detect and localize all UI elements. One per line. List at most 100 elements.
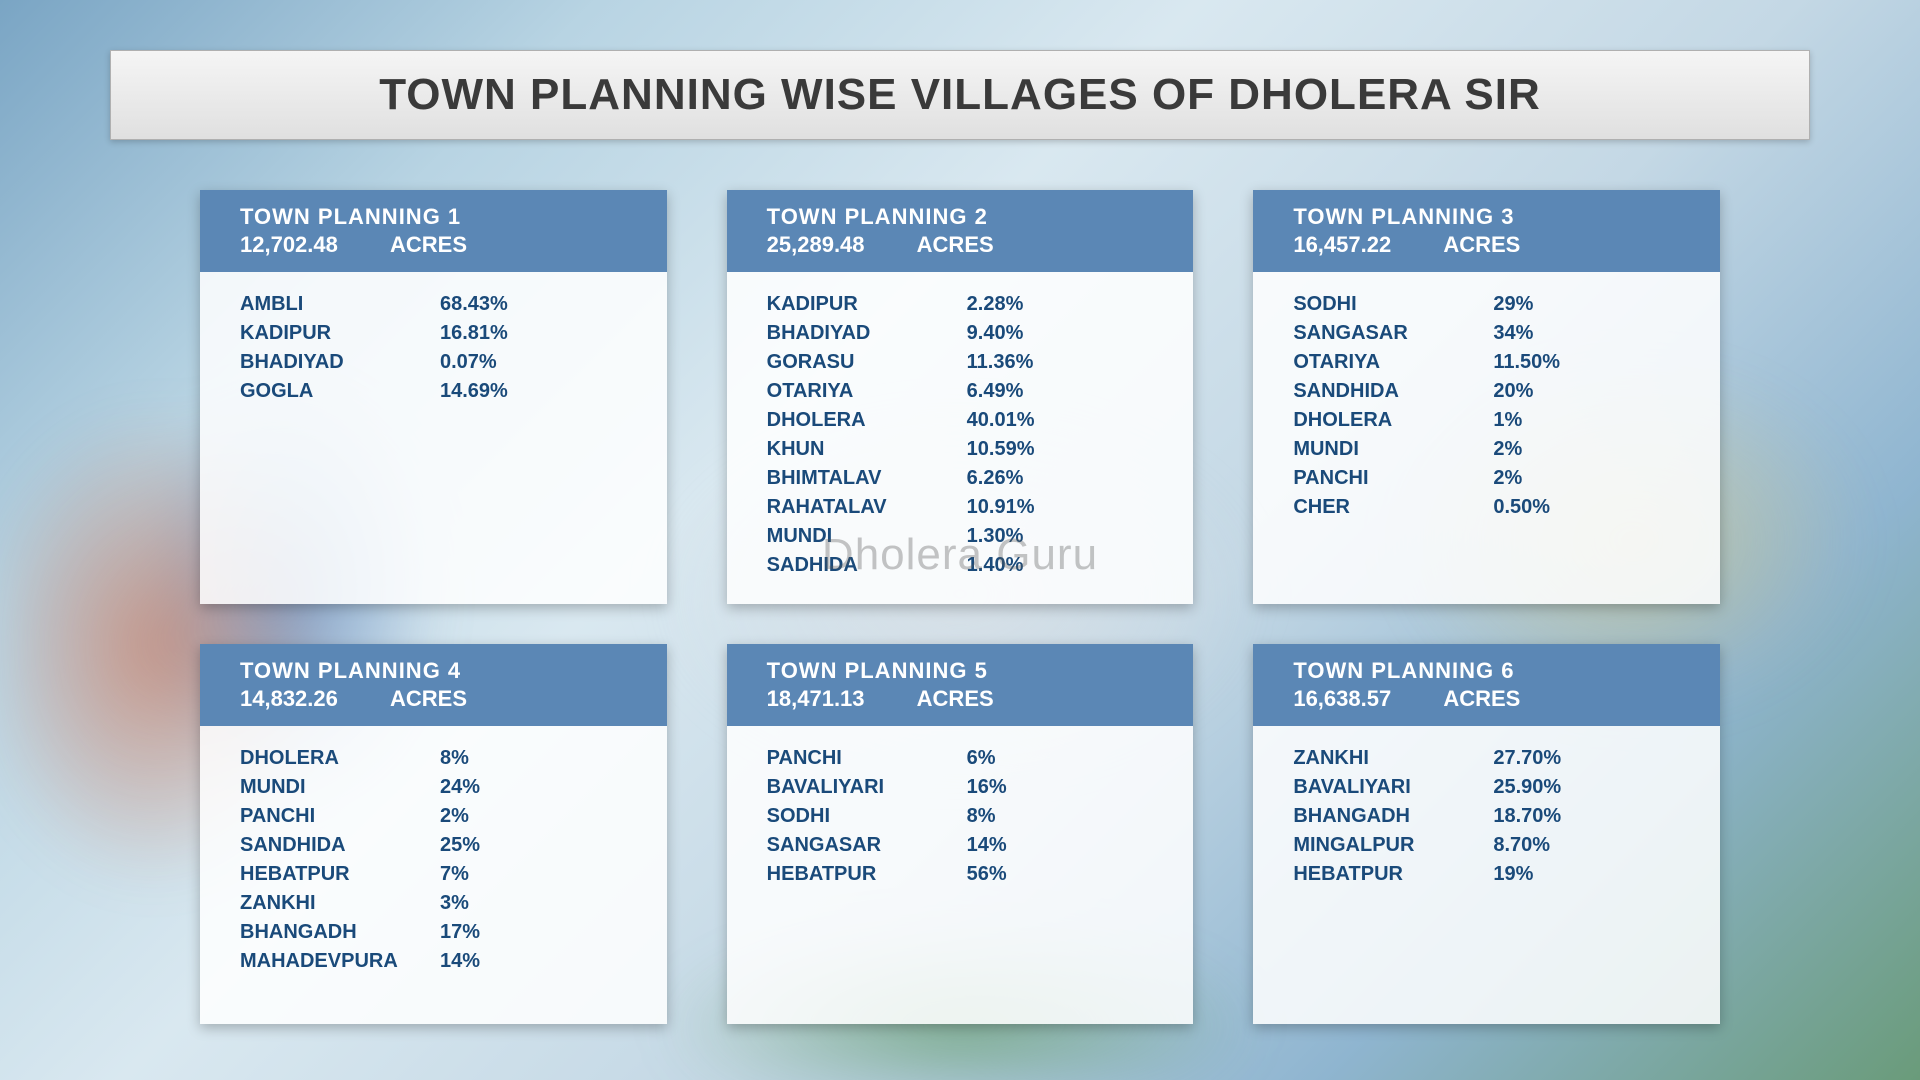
village-pct: 29% <box>1493 293 1533 316</box>
card-body: DHOLERA8%MUNDI24%PANCHI2%SANDHIDA25%HEBA… <box>200 726 667 1000</box>
village-name: SANGASAR <box>767 834 967 857</box>
village-row: BHIMTALAV6.26% <box>767 464 1154 493</box>
village-pct: 16% <box>967 776 1007 799</box>
village-name: DHOLERA <box>1293 409 1493 432</box>
village-pct: 17% <box>440 921 480 944</box>
village-pct: 2% <box>1493 467 1522 490</box>
village-pct: 1% <box>1493 409 1522 432</box>
village-name: MUNDI <box>767 525 967 548</box>
village-pct: 68.43% <box>440 293 508 316</box>
village-pct: 2.28% <box>967 293 1024 316</box>
card-header: TOWN PLANNING 112,702.48ACRES <box>200 190 667 272</box>
village-row: PANCHI2% <box>240 802 627 831</box>
village-name: ZANKHI <box>1293 747 1493 770</box>
village-name: KADIPUR <box>240 322 440 345</box>
page-title: TOWN PLANNING WISE VILLAGES OF DHOLERA S… <box>379 70 1541 120</box>
village-name: KHUN <box>767 438 967 461</box>
tp-card: TOWN PLANNING 414,832.26ACRES DHOLERA8%MU… <box>200 644 667 1024</box>
village-name: DHOLERA <box>767 409 967 432</box>
card-header: TOWN PLANNING 316,457.22ACRES <box>1253 190 1720 272</box>
acres-label: ACRES <box>917 232 994 257</box>
village-row: ZANKHI27.70% <box>1293 744 1680 773</box>
card-body: KADIPUR2.28%BHADIYAD9.40%GORASU11.36%OTA… <box>727 272 1194 604</box>
title-bar: TOWN PLANNING WISE VILLAGES OF DHOLERA S… <box>110 50 1810 140</box>
village-pct: 8.70% <box>1493 834 1550 857</box>
tp-card: TOWN PLANNING 112,702.48ACRES AMBLI68.43%… <box>200 190 667 604</box>
card-body: SODHI29%SANGASAR34%OTARIYA11.50%SANDHIDA… <box>1253 272 1720 546</box>
card-subtitle: 16,638.57ACRES <box>1293 686 1680 712</box>
village-pct: 25.90% <box>1493 776 1561 799</box>
village-row: MUNDI1.30% <box>767 522 1154 551</box>
village-row: BHADIYAD0.07% <box>240 348 627 377</box>
village-row: SANDHIDA25% <box>240 831 627 860</box>
village-row: BHADIYAD9.40% <box>767 319 1154 348</box>
village-pct: 11.36% <box>967 351 1034 374</box>
card-body: PANCHI6%BAVALIYARI16%SODHI8%SANGASAR14%H… <box>727 726 1194 913</box>
village-pct: 56% <box>967 863 1007 886</box>
village-pct: 19% <box>1493 863 1533 886</box>
village-pct: 10.59% <box>967 438 1035 461</box>
village-name: AMBLI <box>240 293 440 316</box>
acres-value: 18,471.13 <box>767 686 917 712</box>
village-row: MUNDI2% <box>1293 435 1680 464</box>
village-row: CHER0.50% <box>1293 493 1680 522</box>
village-name: PANCHI <box>240 805 440 828</box>
village-row: HEBATPUR56% <box>767 860 1154 889</box>
village-row: SANDHIDA20% <box>1293 377 1680 406</box>
village-name: BHIMTALAV <box>767 467 967 490</box>
card-header: TOWN PLANNING 518,471.13ACRES <box>727 644 1194 726</box>
card-body: AMBLI68.43%KADIPUR16.81%BHADIYAD0.07%GOG… <box>200 272 667 430</box>
village-name: GOGLA <box>240 380 440 403</box>
tp-card: TOWN PLANNING 316,457.22ACRESSODHI29%SAN… <box>1253 190 1720 604</box>
card-title: TOWN PLANNING 6 <box>1293 658 1680 684</box>
village-name: SANDHIDA <box>240 834 440 857</box>
village-row: SODHI29% <box>1293 290 1680 319</box>
village-row: AMBLI68.43% <box>240 290 627 319</box>
village-row: KHUN10.59% <box>767 435 1154 464</box>
village-row: DHOLERA8% <box>240 744 627 773</box>
acres-value: 12,702.48 <box>240 232 390 258</box>
village-pct: 8% <box>440 747 469 770</box>
acres-label: ACRES <box>390 686 467 711</box>
village-pct: 2% <box>1493 438 1522 461</box>
village-row: ZANKHI3% <box>240 889 627 918</box>
village-pct: 6% <box>967 747 996 770</box>
card-title: TOWN PLANNING 1 <box>240 204 627 230</box>
card-header: TOWN PLANNING 616,638.57ACRES <box>1253 644 1720 726</box>
village-row: MUNDI24% <box>240 773 627 802</box>
village-row: HEBATPUR19% <box>1293 860 1680 889</box>
acres-value: 14,832.26 <box>240 686 390 712</box>
village-name: KADIPUR <box>767 293 967 316</box>
village-pct: 18.70% <box>1493 805 1561 828</box>
card-subtitle: 18,471.13ACRES <box>767 686 1154 712</box>
village-name: SANDHIDA <box>1293 380 1493 403</box>
acres-value: 25,289.48 <box>767 232 917 258</box>
village-pct: 34% <box>1493 322 1533 345</box>
village-row: MAHADEVPURA14% <box>240 947 627 976</box>
acres-label: ACRES <box>390 232 467 257</box>
village-row: BHANGADH18.70% <box>1293 802 1680 831</box>
village-name: MINGALPUR <box>1293 834 1493 857</box>
village-name: BHADIYAD <box>767 322 967 345</box>
village-pct: 6.49% <box>967 380 1024 403</box>
village-row: DHOLERA1% <box>1293 406 1680 435</box>
village-pct: 14% <box>440 950 480 973</box>
village-row: BHANGADH17% <box>240 918 627 947</box>
village-row: DHOLERA40.01% <box>767 406 1154 435</box>
tp-card: TOWN PLANNING 518,471.13ACRESPANCHI6%BAV… <box>727 644 1194 1024</box>
tp-card: TOWN PLANNING 225,289.48ACRESKADIPUR2.28… <box>727 190 1194 604</box>
village-row: GORASU11.36% <box>767 348 1154 377</box>
village-name: SODHI <box>1293 293 1493 316</box>
village-row: BAVALIYARI25.90% <box>1293 773 1680 802</box>
village-name: HEBATPUR <box>767 863 967 886</box>
village-pct: 2% <box>440 805 469 828</box>
card-subtitle: 25,289.48ACRES <box>767 232 1154 258</box>
acres-label: ACRES <box>917 686 994 711</box>
village-name: SODHI <box>767 805 967 828</box>
village-row: SANGASAR34% <box>1293 319 1680 348</box>
village-row: RAHATALAV10.91% <box>767 493 1154 522</box>
village-name: GORASU <box>767 351 967 374</box>
card-title: TOWN PLANNING 4 <box>240 658 627 684</box>
card-subtitle: 12,702.48ACRES <box>240 232 627 258</box>
village-pct: 3% <box>440 892 469 915</box>
